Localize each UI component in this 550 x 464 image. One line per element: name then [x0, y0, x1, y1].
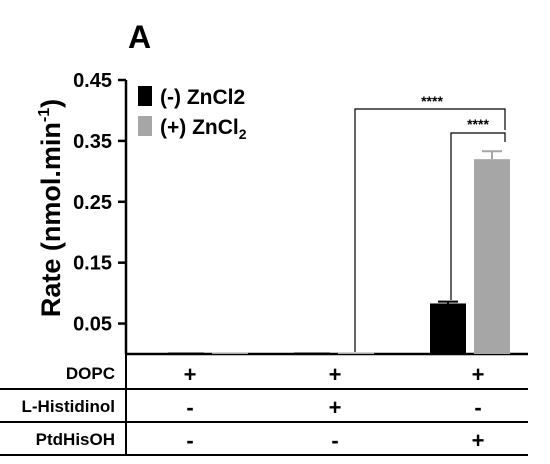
y-tick-label: 0.45	[73, 70, 112, 92]
legend-label-plus-zncl2-main: (+) ZnCl	[160, 116, 239, 139]
y-tick-label: 0.05	[73, 314, 112, 336]
significance-outer: ****	[421, 93, 443, 109]
bars	[168, 150, 510, 354]
table-cell: -	[186, 428, 193, 453]
y-axis-title-end: )	[36, 99, 66, 108]
y-ticks: 0.05 0.15 0.25 0.35 0.45	[73, 70, 126, 336]
legend-label-minus-zncl2: (-) ZnCl2	[160, 86, 245, 109]
significance-inner: ****	[467, 116, 489, 132]
y-tick-label: 0.25	[73, 192, 112, 214]
table-cell: +	[472, 428, 485, 453]
bar-minus-zncl2	[430, 303, 466, 354]
bar-plus-zncl2	[338, 352, 374, 354]
bar-plus-zncl2	[212, 352, 248, 354]
table-cell: +	[184, 362, 197, 387]
y-axis-title: Rate (nmol.min-1)	[36, 99, 66, 317]
bar-plus-zncl2	[474, 159, 510, 354]
bar-minus-zncl2	[294, 352, 330, 354]
table-row-label-dopc: DOPC	[66, 364, 115, 383]
table-cell: -	[474, 395, 481, 420]
legend: (-) ZnCl2 (+) ZnCl2	[138, 86, 247, 142]
table-cell: +	[472, 362, 485, 387]
table-cell: +	[329, 362, 342, 387]
table-cell: +	[329, 395, 342, 420]
table-row-label-ptdhisoh: PtdHisOH	[36, 430, 115, 449]
bar-minus-zncl2	[168, 352, 204, 354]
bracket-outer	[354, 108, 506, 352]
significance-brackets: **** ****	[354, 93, 506, 352]
table-row-label-l-histidinol: L-Histidinol	[22, 397, 115, 416]
legend-label-plus-zncl2-sub: 2	[239, 126, 247, 142]
legend-label-plus-zncl2: (+) ZnCl2	[160, 116, 247, 142]
y-tick-label: 0.35	[73, 131, 112, 153]
condition-table: DOPC L-Histidinol PtdHisOH + + + - + - -…	[0, 354, 528, 456]
table-cell: -	[331, 428, 338, 453]
table-cell: -	[186, 395, 193, 420]
bracket-inner	[450, 132, 506, 300]
panel-label: A	[128, 19, 151, 55]
legend-swatch-minus-zncl2	[138, 86, 152, 106]
y-axis-title-main: Rate (nmol.min	[36, 122, 66, 317]
y-axis-title-sup: -1	[36, 108, 53, 122]
y-tick-label: 0.15	[73, 253, 112, 275]
legend-swatch-plus-zncl2	[138, 116, 152, 136]
